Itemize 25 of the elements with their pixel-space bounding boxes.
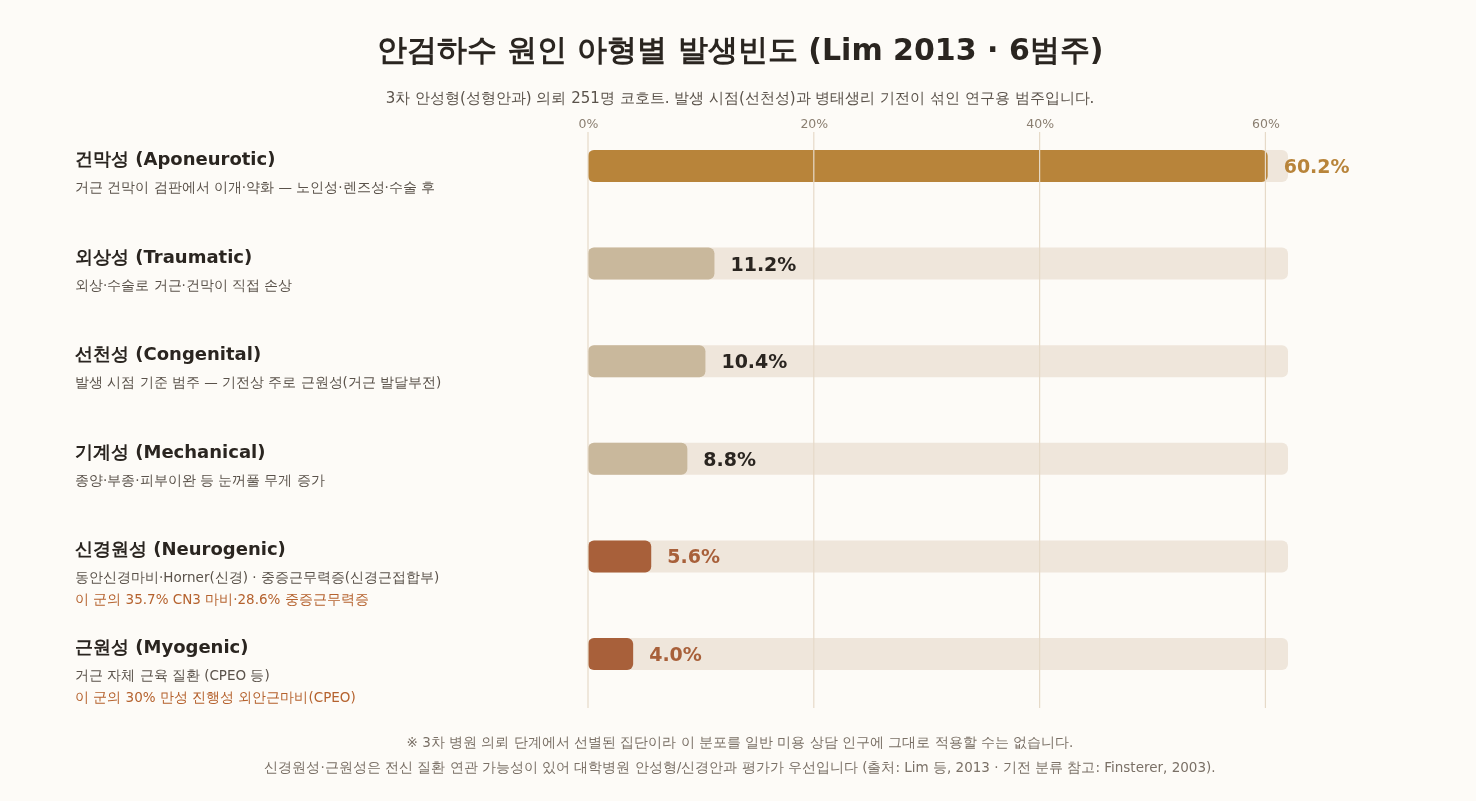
bar [588,442,688,475]
data-label: 5.6% [667,545,720,568]
x-tick-label: 60% [1252,116,1280,131]
x-tick-label: 20% [800,116,829,131]
data-label: 60.2% [1283,155,1350,177]
bar [588,345,706,378]
y-tick-label: 건막성 (Aponeurotic) 거근 건막이 검판에서 이개·약화 — 노인성·렌즈성·수술 후 [75,148,436,195]
chart-subtitle: 3차 안성형(성형안과) 의뢰 251명 코호트. 발생 시점(선천성)과 병태생리 기전이 섞인 연구용 범주입니다. [385,89,1095,107]
bar [588,540,652,573]
x-tick-label: 0% [578,116,599,131]
x-tick-label: 40% [1026,116,1055,131]
chart-title: 안검하수 원인 아형별 발생빈도 (Lim 2013 · 6범주) [376,32,1104,67]
y-tick-label: 신경원성 (Neurogenic) 동안신경마비·Horner(신경) · 중증근무력증(신경근접합부) 이 군의 35.7% CN3 마비·28.6% 중증근무력증 [75,538,440,608]
y-tick-label: 선천성 (Congenital) 발생 시점 기준 범주 — 기전상 주로 근원성(거근 발달부전) [75,343,442,391]
y-tick-label: 기계성 (Mechanical) 종양·부종·피부이완 등 눈꺼풀 무게 증가 [75,440,325,488]
data-label: 8.8% [703,447,757,470]
data-label: 11.2% [730,252,797,275]
bar [588,638,634,670]
data-label: 10.4% [721,350,788,373]
text: ※ 3차 병원 의뢰 단계에서 선별된 집단이라 이 분포를 일반 미용 상담 인구에 그대로 적용할 수는 없습니다. [406,734,1074,750]
bar [588,247,715,280]
y-tick-label: 근원성 (Myogenic) 거근 자체 근육 질환 (CPEO 등) 이 군의 30% 만성 진행성 외안근마비(CPEO) [75,636,356,705]
data-label: 4.0% [649,643,702,665]
text: 신경원성·근원성은 전신 질환 연관 가능성이 있어 대학병원 안성형/신경안과 평가가 우선입니다 (출처: Lim 등, 2013 · 기전 분류 참고: Finsterer, 2003). [264,759,1216,775]
y-tick-label: 외상성 (Traumatic) 외상·수술로 거근·건막이 직접 손상 [75,245,293,293]
